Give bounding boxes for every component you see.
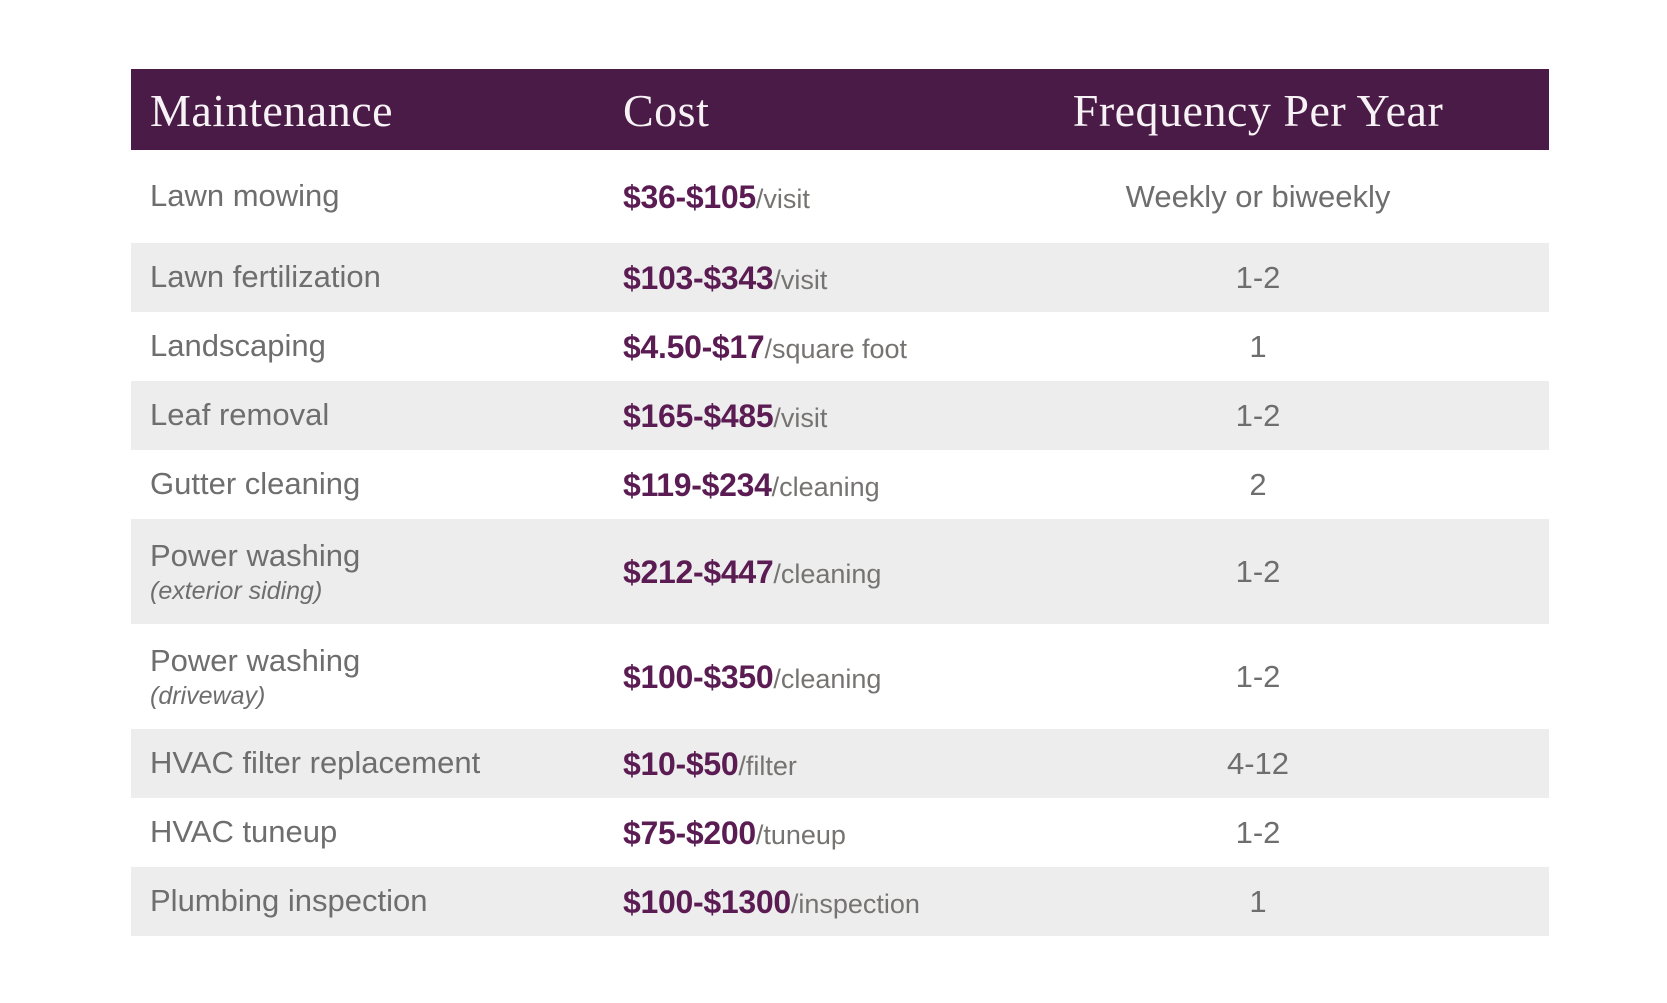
cost-unit: /tuneup: [755, 819, 846, 850]
cost-cell: $36-$105/visit: [623, 181, 967, 213]
cost-cell: $100-$350/cleaning: [623, 661, 967, 693]
table-row: Power washing (exterior siding) $212-$44…: [131, 519, 1549, 624]
maintenance-cell: Power washing (exterior siding): [131, 537, 623, 606]
maintenance-label: Lawn mowing: [150, 178, 340, 214]
table-row: HVAC tuneup $75-$200/tuneup 1-2: [131, 798, 1549, 867]
frequency-cell: Weekly or biweekly: [967, 178, 1549, 215]
frequency-cell: 4-12: [967, 745, 1549, 782]
maintenance-cell: Plumbing inspection: [131, 882, 623, 921]
maintenance-label: Power washing: [150, 538, 361, 574]
frequency-cell: 1-2: [967, 397, 1549, 434]
maintenance-subtitle: (driveway): [150, 681, 266, 710]
table-body: Lawn mowing $36-$105/visit Weekly or biw…: [131, 150, 1549, 936]
frequency-value: 1: [1249, 883, 1267, 919]
maintenance-cell: Lawn mowing: [131, 177, 623, 216]
cost-unit: /visit: [773, 264, 828, 295]
frequency-cell: 1-2: [967, 259, 1549, 296]
frequency-value: Weekly or biweekly: [1125, 178, 1391, 214]
cost-unit: /square foot: [764, 333, 908, 364]
cost-unit: /cleaning: [773, 558, 882, 589]
cost-value: $10-$50: [623, 745, 739, 782]
cost-value: $75-$200: [623, 814, 756, 851]
frequency-cell: 1-2: [967, 553, 1549, 590]
cost-value: $36-$105: [623, 178, 756, 215]
cost-unit: /filter: [738, 750, 797, 781]
frequency-value: 4-12: [1226, 745, 1290, 781]
maintenance-label: Gutter cleaning: [150, 466, 361, 502]
cost-value: $4.50-$17: [623, 328, 765, 365]
frequency-value: 2: [1249, 466, 1267, 502]
table-row: Leaf removal $165-$485/visit 1-2: [131, 381, 1549, 450]
frequency-value: 1-2: [1235, 814, 1281, 850]
table-row: HVAC filter replacement $10-$50/filter 4…: [131, 729, 1549, 798]
cost-cell: $165-$485/visit: [623, 400, 967, 432]
frequency-value: 1-2: [1235, 553, 1281, 589]
frequency-value: 1: [1249, 328, 1267, 364]
maintenance-cell: Landscaping: [131, 327, 623, 366]
table-row: Gutter cleaning $119-$234/cleaning 2: [131, 450, 1549, 519]
frequency-cell: 1-2: [967, 814, 1549, 851]
maintenance-cost-table: Maintenance Cost Frequency Per Year Lawn…: [131, 69, 1549, 936]
cost-cell: $75-$200/tuneup: [623, 817, 967, 849]
cost-cell: $212-$447/cleaning: [623, 556, 967, 588]
column-header-frequency: Frequency Per Year: [1072, 84, 1444, 136]
cost-value: $103-$343: [623, 259, 774, 296]
maintenance-label: Plumbing inspection: [150, 883, 428, 919]
maintenance-cell: Power washing (driveway): [131, 642, 623, 711]
cost-unit: /visit: [755, 183, 810, 214]
cost-cell: $10-$50/filter: [623, 748, 967, 780]
maintenance-label: Lawn fertilization: [150, 259, 381, 295]
cost-unit: /inspection: [790, 888, 920, 919]
cost-unit: /visit: [773, 402, 828, 433]
cost-cell: $103-$343/visit: [623, 262, 967, 294]
frequency-cell: 1: [967, 883, 1549, 920]
table-row: Power washing (driveway) $100-$350/clean…: [131, 624, 1549, 729]
column-header-cost: Cost: [623, 84, 710, 136]
maintenance-cell: Lawn fertilization: [131, 258, 623, 297]
maintenance-label: Leaf removal: [150, 397, 330, 433]
table-row: Plumbing inspection $100-$1300/inspectio…: [131, 867, 1549, 936]
maintenance-label: HVAC tuneup: [150, 814, 338, 850]
cost-value: $100-$1300: [623, 883, 791, 920]
frequency-value: 1-2: [1235, 259, 1281, 295]
cost-value: $212-$447: [623, 553, 774, 590]
maintenance-label: Landscaping: [150, 328, 326, 364]
frequency-cell: 2: [967, 466, 1549, 503]
table-header-row: Maintenance Cost Frequency Per Year: [131, 69, 1549, 150]
maintenance-cell: HVAC filter replacement: [131, 744, 623, 783]
column-header-maintenance: Maintenance: [150, 84, 394, 136]
cost-cell: $4.50-$17/square foot: [623, 331, 967, 363]
maintenance-subtitle: (exterior siding): [150, 576, 323, 605]
maintenance-cell: HVAC tuneup: [131, 813, 623, 852]
maintenance-label: HVAC filter replacement: [150, 745, 481, 781]
maintenance-label: Power washing: [150, 643, 361, 679]
cost-unit: /cleaning: [771, 471, 880, 502]
maintenance-cell: Leaf removal: [131, 396, 623, 435]
frequency-value: 1-2: [1235, 658, 1281, 694]
frequency-cell: 1: [967, 328, 1549, 365]
cost-value: $119-$234: [623, 466, 772, 503]
cost-cell: $100-$1300/inspection: [623, 886, 967, 918]
frequency-value: 1-2: [1235, 397, 1281, 433]
cost-unit: /cleaning: [773, 663, 882, 694]
frequency-cell: 1-2: [967, 658, 1549, 695]
table-row: Lawn mowing $36-$105/visit Weekly or biw…: [131, 150, 1549, 243]
cost-value: $165-$485: [623, 397, 774, 434]
table-row: Lawn fertilization $103-$343/visit 1-2: [131, 243, 1549, 312]
cost-cell: $119-$234/cleaning: [623, 469, 967, 501]
table-row: Landscaping $4.50-$17/square foot 1: [131, 312, 1549, 381]
maintenance-cell: Gutter cleaning: [131, 465, 623, 504]
cost-value: $100-$350: [623, 658, 774, 695]
